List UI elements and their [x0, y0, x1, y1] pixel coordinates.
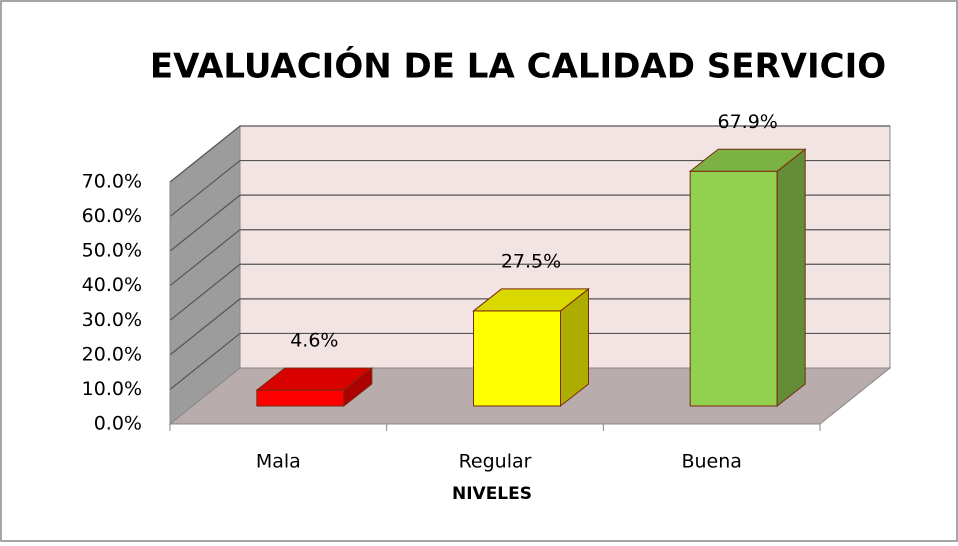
x-axis-label: NIVELES — [452, 484, 532, 504]
grid-line — [169, 332, 890, 390]
y-tick-label: 40.0% — [82, 274, 142, 296]
grid-line — [169, 229, 890, 287]
y-tick-label: 10.0% — [82, 378, 142, 400]
y-tick-label: 30.0% — [82, 309, 142, 331]
x-tick-label: Mala — [256, 451, 301, 473]
y-tick-label: 70.0% — [82, 171, 142, 193]
bar — [688, 148, 807, 408]
bar — [472, 287, 590, 408]
y-tick-label: 50.0% — [82, 240, 142, 262]
x-tick-label: Regular — [459, 451, 532, 473]
grid-line — [169, 194, 890, 252]
bar-top — [472, 288, 590, 312]
grid-line — [169, 298, 890, 356]
bar-front — [256, 389, 345, 407]
grid-line — [169, 263, 890, 321]
chart-title: EVALUACIÓN DE LA CALIDAD SERVICIO — [150, 46, 886, 87]
data-label: 4.6% — [290, 330, 338, 352]
bar-top — [688, 148, 807, 172]
bar-front — [473, 310, 561, 407]
bar — [255, 367, 374, 408]
y-tick-label: 60.0% — [82, 205, 142, 227]
grid-line — [169, 159, 890, 218]
y-tick-label: 0.0% — [94, 413, 142, 435]
bar-front — [689, 170, 778, 407]
bar-side — [776, 148, 806, 408]
grid-line — [169, 125, 890, 183]
y-tick-label: 20.0% — [82, 343, 142, 365]
data-label: 27.5% — [501, 250, 561, 272]
data-label: 67.9% — [717, 111, 777, 133]
x-tick-label: Buena — [681, 451, 741, 473]
bar-top — [255, 367, 374, 391]
